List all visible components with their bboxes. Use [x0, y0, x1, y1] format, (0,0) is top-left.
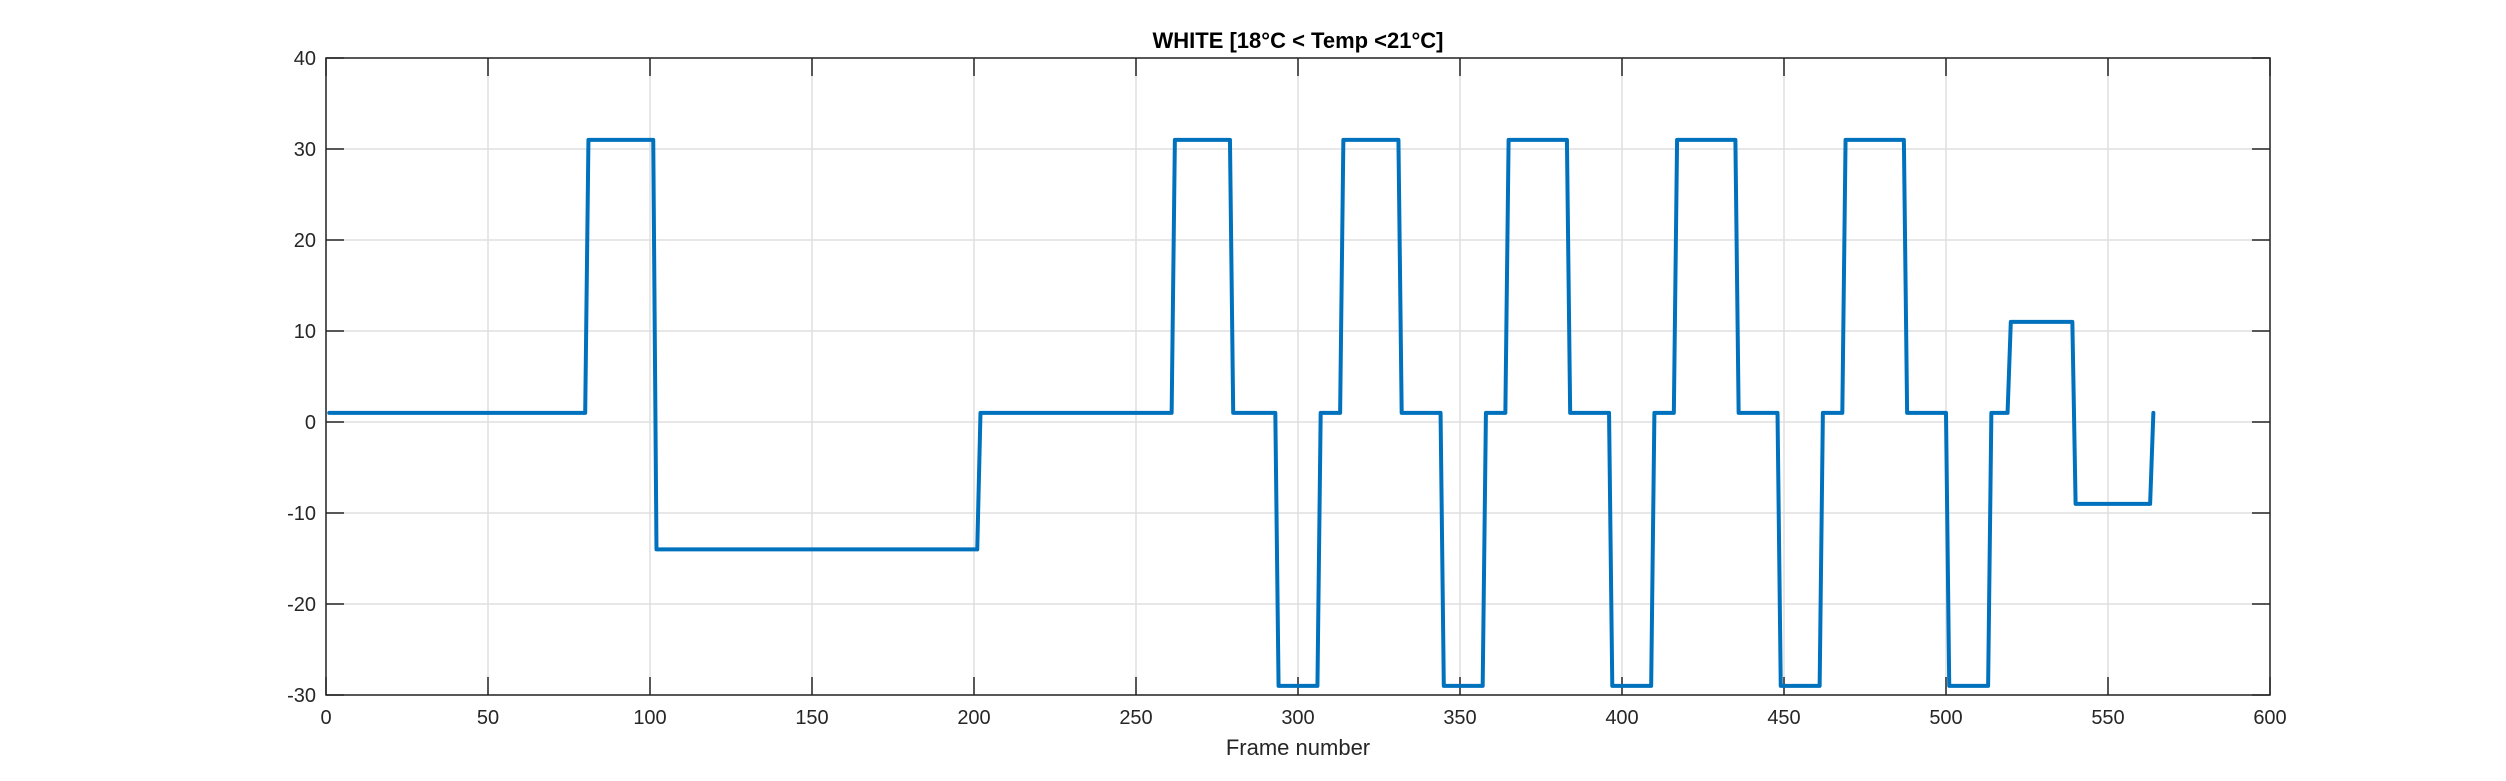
x-tick-label: 300 [1281, 707, 1314, 729]
x-tick-label: 500 [1929, 707, 1962, 729]
x-tick-label: 550 [2091, 707, 2124, 729]
x-tick-label: 400 [1605, 707, 1638, 729]
x-tick-labels: 0 50 100 150 200 250 300 350 400 450 500 550 600 [320, 707, 2286, 729]
x-tick-label: 50 [477, 707, 499, 729]
y-tick-label: -30 [287, 685, 316, 707]
y-tick-label: 40 [294, 48, 316, 70]
y-tick-label: 10 [294, 321, 316, 343]
series-layer [327, 137, 2156, 688]
y-tick-label: 0 [305, 412, 316, 434]
x-tick-label: 100 [633, 707, 666, 729]
x-tick-label: 200 [957, 707, 990, 729]
x-tick-label: 600 [2253, 707, 2286, 729]
y-tick-label: 20 [294, 230, 316, 252]
y-tick-label: 30 [294, 139, 316, 161]
x-tick-label: 0 [320, 707, 331, 729]
x-tick-label: 250 [1119, 707, 1152, 729]
series-line [327, 137, 2156, 688]
y-tick-label: -20 [287, 594, 316, 616]
x-tick-label: 150 [795, 707, 828, 729]
chart-title: WHITE [18°C < Temp <21°C] [1152, 28, 1443, 53]
y-tick-labels: -30 -20 -10 0 10 20 30 40 [287, 48, 316, 707]
x-axis-label: Frame number [1226, 735, 1370, 760]
y-tick-label: -10 [287, 503, 316, 525]
x-tick-label: 450 [1767, 707, 1800, 729]
x-tick-label: 350 [1443, 707, 1476, 729]
